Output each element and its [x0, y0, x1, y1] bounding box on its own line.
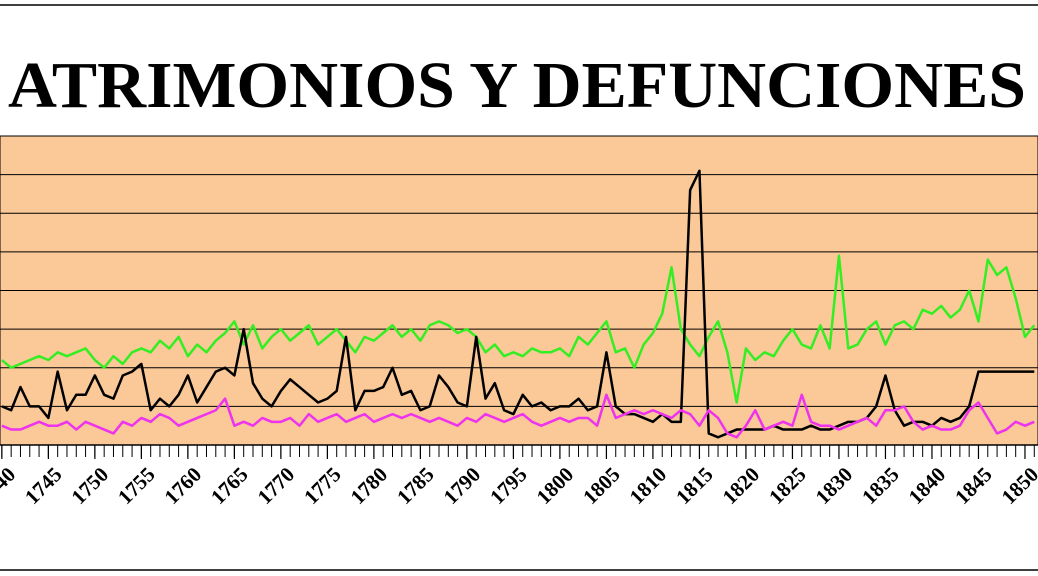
x-tick-label: 1770 [253, 462, 300, 509]
x-tick-label: 1760 [159, 462, 206, 509]
x-tick-label: 1765 [206, 462, 253, 509]
chart-title: ATRIMONIOS Y DEFUNCIONES [8, 49, 1026, 122]
x-tick-label: 1795 [485, 462, 532, 509]
x-tick-label: 1800 [532, 462, 579, 509]
x-tick-label: 1740 [0, 462, 20, 509]
x-tick-label: 1820 [718, 462, 765, 509]
x-tick-label: 1790 [439, 462, 486, 509]
x-tick-label: 1825 [764, 462, 811, 509]
x-tick-label: 1835 [857, 462, 904, 509]
series-line [1, 393, 1035, 439]
x-tick-label: 1815 [671, 462, 718, 509]
x-tick-label: 1845 [950, 462, 997, 509]
x-tick-label: 1785 [392, 462, 439, 509]
x-tick-label: 1830 [811, 462, 858, 509]
series-line [1, 254, 1036, 404]
x-tick-label: 1810 [625, 462, 672, 509]
x-tick-label: 1850 [997, 462, 1038, 509]
x-tick-label: 1780 [346, 462, 393, 509]
x-tick-label: 1750 [66, 462, 113, 509]
x-tick-label: 1745 [20, 462, 67, 509]
x-tick-label: 1840 [904, 462, 951, 509]
x-tick-label: 1755 [113, 462, 160, 509]
x-tick-label: 1775 [299, 462, 346, 509]
x-tick-label: 1805 [578, 462, 625, 509]
